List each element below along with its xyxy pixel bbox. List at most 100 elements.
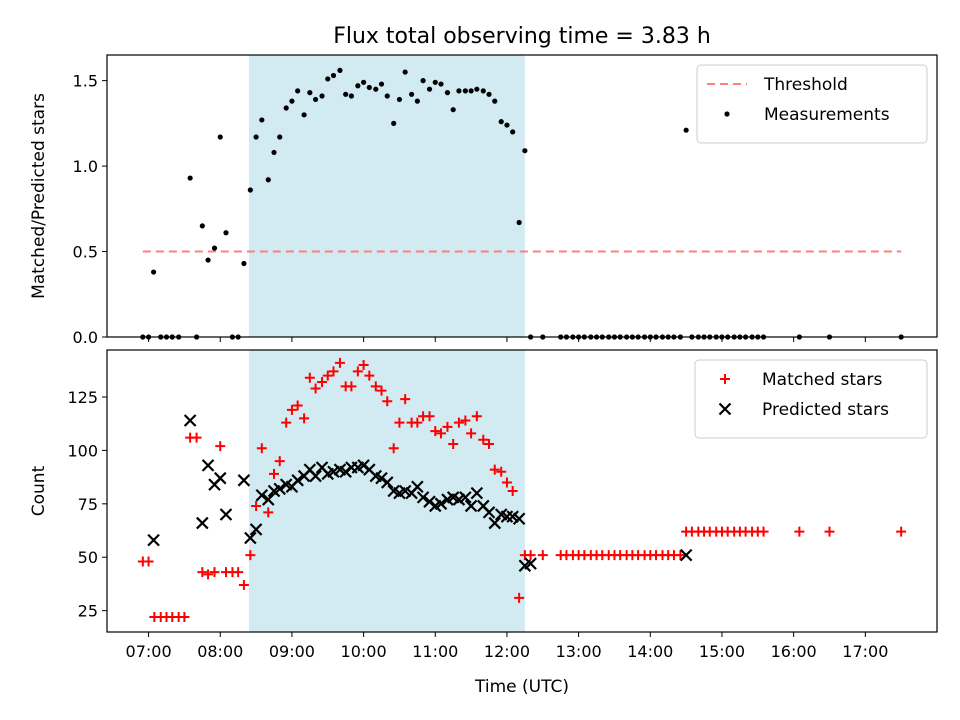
x-tick-label: 07:00	[126, 642, 172, 661]
x-tick-label: 16:00	[771, 642, 817, 661]
predicted-point	[183, 414, 197, 427]
measurement-point	[480, 88, 486, 94]
measurement-point	[307, 90, 313, 96]
predicted-point	[411, 480, 424, 494]
measurement-point	[150, 269, 157, 275]
matched-point	[143, 556, 154, 567]
measurement-point	[378, 81, 385, 87]
matched-point	[191, 432, 202, 443]
bottom-y-tick-label: 75	[78, 495, 98, 514]
measurement-point	[319, 93, 325, 99]
measurement-point	[432, 79, 438, 85]
measurement-point	[384, 93, 390, 99]
matched-point	[501, 477, 512, 488]
measurement-point	[265, 177, 271, 183]
matched-point	[484, 439, 495, 449]
matched-point	[238, 580, 249, 590]
measurement-point	[205, 257, 211, 263]
legend-label: Matched stars	[762, 370, 882, 390]
measurement-point	[217, 134, 223, 140]
legend-predicted-marker	[718, 402, 732, 416]
measurement-point	[391, 120, 397, 126]
matched-point	[245, 550, 256, 561]
measurement-point	[283, 105, 289, 111]
matched-point	[274, 456, 285, 467]
matched-point	[317, 377, 328, 388]
measurement-point	[223, 230, 229, 236]
top-y-axis-label: Matched/Predicted stars	[29, 93, 49, 299]
matched-point	[448, 439, 459, 449]
measurement-point	[426, 86, 433, 92]
measurement-point	[330, 72, 337, 79]
x-tick-label: 17:00	[842, 642, 888, 661]
top-observing-span	[248, 55, 525, 337]
bottom-panel: 25 50 75 100 125 07:00 08:00 09:00 10:00 11:00 12:…	[29, 349, 938, 661]
matched-point	[269, 468, 280, 479]
matched-point	[537, 550, 548, 561]
measurement-point	[348, 93, 355, 99]
bottom-legend: Matched stars Predicted stars	[694, 359, 928, 439]
measurement-point	[444, 90, 451, 96]
matched-point	[514, 592, 525, 603]
measurement-point	[486, 91, 492, 97]
predicted-point	[244, 531, 257, 545]
predicted-point	[273, 482, 287, 496]
matched-point	[478, 434, 489, 445]
matched-point	[466, 428, 477, 439]
top-legend-box	[696, 64, 928, 144]
predicted-point	[213, 471, 227, 485]
predicted-point	[524, 557, 537, 570]
top-panel: 0.0 0.5 1.0 1.5 Matched/Predicted stars Thres…	[29, 54, 938, 347]
measurement-point	[301, 112, 307, 118]
predicted-point	[482, 506, 496, 519]
measurement-point	[337, 67, 343, 73]
legend-label: Threshold	[763, 75, 848, 95]
top-y-tick-label: 1.0	[73, 157, 98, 176]
measurement-point	[289, 98, 295, 104]
predicted-point	[201, 459, 215, 472]
matched-point	[382, 396, 393, 407]
legend-measurement-marker	[724, 111, 730, 117]
matched-point	[263, 507, 274, 518]
measurement-point	[420, 78, 426, 84]
bottom-axes-frame	[106, 349, 938, 633]
matched-point	[292, 400, 303, 411]
predicted-point	[488, 516, 502, 530]
x-tick-label: 09:00	[269, 642, 315, 661]
measurement-point	[468, 88, 474, 94]
predicted-point	[434, 497, 448, 511]
measurement-point	[355, 83, 361, 89]
predicted-point	[512, 512, 526, 526]
matched-point	[281, 417, 292, 428]
measurement-point	[504, 122, 510, 128]
measurement-point	[683, 127, 689, 133]
matched-point	[346, 381, 357, 392]
measurement-point	[462, 88, 468, 94]
matched-point	[471, 411, 482, 422]
matched-point	[376, 385, 387, 396]
matched-point	[436, 428, 447, 439]
predicted-point	[464, 499, 478, 513]
predicted-point	[459, 491, 472, 504]
matched-point	[507, 486, 518, 496]
measurement-point	[498, 119, 504, 125]
bottom-legend-box	[694, 359, 928, 439]
measurement-point	[295, 88, 301, 94]
matched-point	[352, 366, 363, 377]
x-tick-label: 15:00	[699, 642, 745, 661]
x-tick-label: 10:00	[341, 642, 387, 661]
predicted-point	[261, 493, 275, 506]
matched-point	[442, 421, 453, 432]
predicted-point	[500, 510, 514, 523]
matched-point	[370, 381, 381, 392]
measurement-point	[414, 98, 420, 104]
x-tick-label: 14:00	[627, 642, 673, 661]
matched-point	[334, 357, 345, 368]
measurement-point	[522, 148, 528, 154]
matched-point	[310, 383, 321, 394]
matched-point	[489, 464, 500, 475]
matched-point	[179, 612, 190, 623]
measurement-point	[396, 96, 403, 103]
measurement-point	[402, 69, 408, 75]
measurement-point	[325, 76, 331, 82]
